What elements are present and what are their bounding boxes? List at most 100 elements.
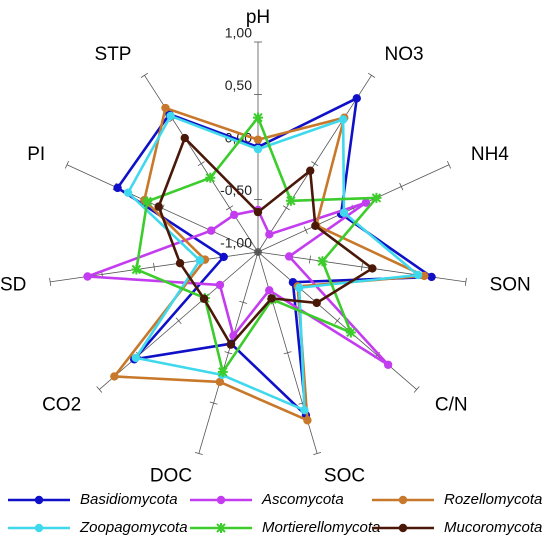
tick-mark <box>334 317 341 325</box>
tick-mark <box>360 262 363 271</box>
axis-label: C/N <box>435 394 468 415</box>
tick-mark <box>140 72 149 78</box>
data-point <box>368 264 377 273</box>
data-point <box>317 256 328 267</box>
tick-mark <box>303 226 308 234</box>
data-point <box>195 256 204 265</box>
tick-mark <box>175 317 182 325</box>
axis-label: SON <box>490 274 531 295</box>
legend-marker <box>34 523 44 533</box>
axis-label: SOC <box>324 466 365 487</box>
legend-marker <box>398 523 408 533</box>
tick-mark <box>153 262 156 271</box>
data-point <box>345 327 356 338</box>
data-point <box>295 283 304 292</box>
data-point <box>311 221 320 231</box>
data-point <box>113 183 122 193</box>
data-point <box>267 294 276 303</box>
data-point <box>339 208 349 217</box>
tick-mark <box>399 182 404 191</box>
tick-mark <box>226 205 234 211</box>
tick-mark <box>254 249 262 255</box>
axis-label: STP <box>95 44 132 65</box>
data-point <box>215 377 225 387</box>
data-point <box>253 207 263 217</box>
data-point <box>199 294 209 303</box>
data-point <box>131 353 140 363</box>
axis-label: pH <box>246 7 270 28</box>
data-point <box>142 196 153 207</box>
axis-label: NO3 <box>385 44 424 65</box>
data-point <box>206 226 216 235</box>
data-point <box>253 144 263 154</box>
data-point <box>265 230 274 239</box>
data-point <box>253 135 263 144</box>
data-point <box>361 198 371 207</box>
tick-mark <box>446 160 452 169</box>
legend-label: Zoopagomycota <box>79 519 188 536</box>
y-tick-label: 1,00 <box>225 25 252 41</box>
data-point <box>205 172 216 183</box>
legend-marker <box>34 495 44 505</box>
data-point <box>312 298 321 308</box>
data-point <box>83 272 92 281</box>
legend-label: Mortierellomycota <box>262 519 380 536</box>
series-line <box>111 106 430 423</box>
data-point <box>413 270 423 280</box>
axis-label: NH4 <box>471 144 509 165</box>
data-point <box>123 188 133 197</box>
tick-mark <box>313 451 322 456</box>
axis-label: PI <box>27 144 45 165</box>
data-point <box>253 112 263 123</box>
data-point <box>131 264 142 275</box>
y-tick-label: -1,00 <box>220 235 252 251</box>
tick-mark <box>239 300 248 304</box>
tick-mark <box>209 401 218 405</box>
legend-label: Rozellomycota <box>444 491 542 508</box>
data-point <box>300 405 309 415</box>
data-point <box>420 271 429 281</box>
legend-marker <box>398 495 408 505</box>
tick-mark <box>197 161 205 167</box>
data-point <box>338 115 348 124</box>
axis-label: SD <box>0 274 26 295</box>
tick-mark <box>311 161 319 167</box>
data-point <box>154 202 163 211</box>
data-point <box>166 111 175 121</box>
data-point <box>175 259 185 268</box>
tick-mark <box>413 386 420 393</box>
axis-label: CO2 <box>42 394 81 415</box>
series-line <box>157 135 375 347</box>
axis-label: DOC <box>150 466 192 487</box>
data-point <box>215 280 225 290</box>
tick-mark <box>194 451 203 456</box>
tick-mark <box>64 160 70 169</box>
tick-mark <box>309 255 311 264</box>
data-point <box>352 94 361 103</box>
data-point <box>427 272 436 282</box>
legend-marker <box>216 495 226 505</box>
data-point <box>303 416 312 425</box>
tick-mark <box>367 72 376 78</box>
tick-mark <box>282 205 290 211</box>
tick-mark <box>224 351 233 355</box>
data-point <box>383 360 393 369</box>
series-line <box>87 201 390 366</box>
data-point <box>217 366 228 377</box>
data-point <box>226 340 235 349</box>
data-point <box>161 103 170 113</box>
legend-label: Basidiomycota <box>80 491 178 508</box>
data-point <box>180 133 189 143</box>
data-point <box>284 252 294 261</box>
data-point <box>265 286 274 295</box>
tick-mark <box>49 277 52 286</box>
data-point <box>219 252 228 262</box>
data-point <box>110 372 119 381</box>
tick-mark <box>464 277 467 286</box>
tick-mark <box>283 351 292 355</box>
legend-label: Mucoromycota <box>444 519 542 536</box>
data-point <box>285 195 296 206</box>
data-point <box>306 166 315 175</box>
data-point <box>371 192 382 203</box>
